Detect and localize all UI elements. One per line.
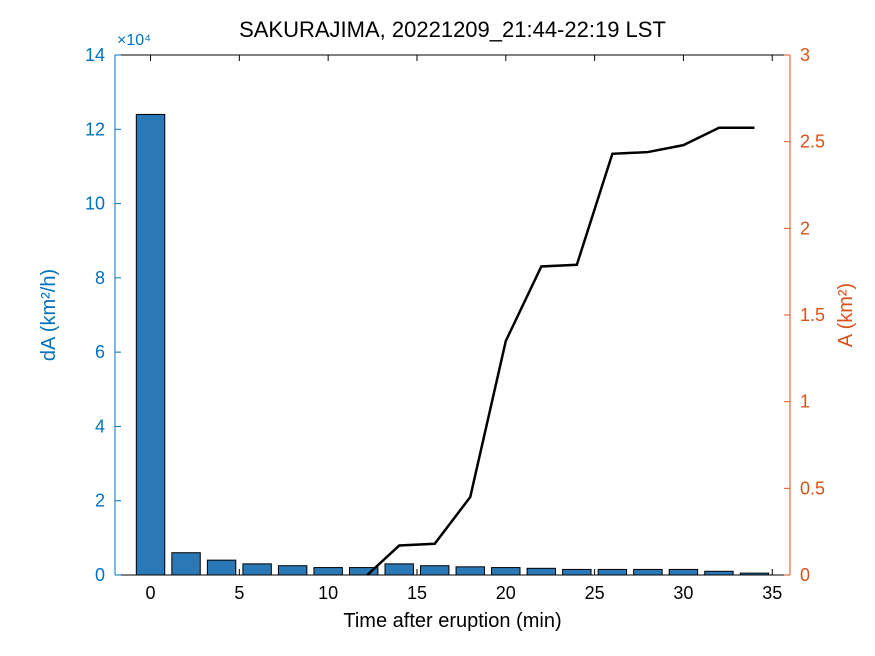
- x-tick-label: 5: [234, 583, 244, 603]
- bar: [527, 568, 555, 575]
- bar: [705, 571, 733, 575]
- y-left-tick-label: 0: [95, 565, 105, 585]
- chart-background: [0, 0, 875, 656]
- bar: [598, 569, 626, 575]
- bar: [634, 569, 662, 575]
- x-tick-label: 35: [762, 583, 782, 603]
- x-tick-label: 30: [673, 583, 693, 603]
- y-left-tick-label: 8: [95, 268, 105, 288]
- bar: [314, 568, 342, 575]
- y-left-exponent: ×10⁴: [117, 32, 151, 49]
- chart-title: SAKURAJIMA, 20221209_21:44-22:19 LST: [239, 17, 666, 42]
- y-left-tick-label: 2: [95, 491, 105, 511]
- bar: [243, 564, 271, 575]
- bar: [278, 566, 306, 575]
- y-left-tick-label: 4: [95, 416, 105, 436]
- y-right-tick-label: 0.5: [800, 478, 825, 498]
- y-left-tick-label: 12: [85, 119, 105, 139]
- y-right-tick-label: 2.5: [800, 132, 825, 152]
- chart-container: 05101520253035Time after eruption (min)S…: [0, 0, 875, 656]
- y-right-axis-label: A (km²): [835, 283, 857, 347]
- x-tick-label: 20: [496, 583, 516, 603]
- y-left-tick-label: 6: [95, 342, 105, 362]
- x-tick-label: 25: [585, 583, 605, 603]
- y-right-tick-label: 3: [800, 45, 810, 65]
- bar: [669, 569, 697, 575]
- bar: [207, 560, 235, 575]
- x-axis-label: Time after eruption (min): [343, 610, 561, 632]
- bar: [385, 564, 413, 575]
- y-left-tick-label: 14: [85, 45, 105, 65]
- x-tick-label: 15: [407, 583, 427, 603]
- y-left-axis-label: dA (km²/h): [38, 269, 60, 361]
- bar: [172, 553, 200, 575]
- y-right-tick-label: 1.5: [800, 305, 825, 325]
- y-right-tick-label: 1: [800, 392, 810, 412]
- bar: [136, 114, 164, 575]
- bar: [492, 568, 520, 575]
- y-right-tick-label: 2: [800, 218, 810, 238]
- bar: [421, 566, 449, 575]
- x-tick-label: 10: [318, 583, 338, 603]
- bar: [740, 573, 768, 575]
- bar: [456, 567, 484, 575]
- x-tick-label: 0: [146, 583, 156, 603]
- y-left-tick-label: 10: [85, 194, 105, 214]
- bar: [563, 569, 591, 575]
- y-right-tick-label: 0: [800, 565, 810, 585]
- chart-svg: 05101520253035Time after eruption (min)S…: [0, 0, 875, 656]
